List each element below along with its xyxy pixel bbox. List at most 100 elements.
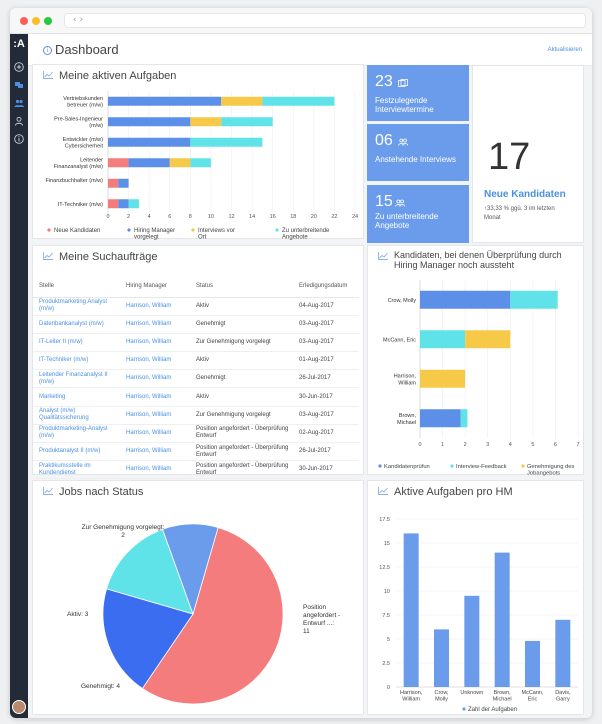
hiring-manager-link[interactable]: Harrison, William xyxy=(120,333,190,353)
table-row[interactable]: Produktmarketing-Analyst (m/w) Harrison, … xyxy=(33,424,359,444)
requisitions-table: Stelle Hiring Manager Status Erledigungs… xyxy=(33,275,359,480)
job-title-link[interactable]: IT-Techniker (m/w) xyxy=(33,351,120,371)
table-row[interactable]: Analyst (m/w) Qualitätssicherung Harrison… xyxy=(33,406,359,425)
legend-marker xyxy=(275,228,279,232)
bar-segment[interactable] xyxy=(108,199,119,209)
hiring-manager-link[interactable]: Harrison, William xyxy=(120,460,190,480)
app-logo: :A xyxy=(13,38,25,50)
table-row[interactable]: Leitender Finanzanalyst II (m/w) Harrison… xyxy=(33,369,359,389)
bar-segment[interactable] xyxy=(128,158,170,168)
bar-segment[interactable] xyxy=(460,409,468,428)
kpi-interview-scheduling[interactable]: 23 Festzulegende Interviewtermine xyxy=(367,65,469,121)
bar[interactable] xyxy=(494,552,510,687)
bar-segment[interactable] xyxy=(420,409,461,428)
legend-label[interactable]: Hiring Manager vorgelegt xyxy=(134,228,175,240)
bar-segment[interactable] xyxy=(169,158,191,168)
table-row[interactable]: Produktmarketing Analyst (m/w) Harrison, … xyxy=(33,297,359,316)
bar-segment[interactable] xyxy=(190,158,211,168)
pie-slice[interactable] xyxy=(102,588,194,689)
bar-segment[interactable] xyxy=(190,117,222,127)
bar-segment[interactable] xyxy=(108,117,191,127)
pie-slice[interactable] xyxy=(141,527,284,705)
person-icon[interactable] xyxy=(14,116,24,126)
user-avatar[interactable] xyxy=(12,700,26,714)
job-title-link[interactable]: Datenbankanalyst (m/w) xyxy=(33,315,120,334)
refresh-link[interactable]: Aktualisieren xyxy=(547,47,582,53)
legend-label[interactable]: Kandidatenprüfun xyxy=(384,464,430,470)
pie-slice[interactable] xyxy=(106,528,194,615)
table-row[interactable]: Produktanalyst II (m/w) Harrison, William… xyxy=(33,442,359,462)
bar-segment[interactable] xyxy=(221,117,273,127)
hiring-manager-link[interactable]: Harrison, William xyxy=(120,369,190,389)
hiring-manager-link[interactable]: Harrison, William xyxy=(120,297,190,316)
add-icon[interactable] xyxy=(14,62,24,72)
bar-segment[interactable] xyxy=(108,96,222,106)
users-icon[interactable] xyxy=(14,98,24,108)
legend-marker xyxy=(127,228,131,232)
bar-segment[interactable] xyxy=(221,96,263,106)
legend-label[interactable]: Zahl der Aufgaben xyxy=(468,707,517,713)
bar[interactable] xyxy=(403,533,419,687)
bar[interactable] xyxy=(464,595,480,687)
bar[interactable] xyxy=(434,629,449,687)
hiring-manager-link[interactable]: Harrison, William xyxy=(120,387,190,407)
bar-segment[interactable] xyxy=(128,199,139,209)
job-title-link[interactable]: Leitender Finanzanalyst II (m/w) xyxy=(33,369,120,389)
bar-segment[interactable] xyxy=(420,290,511,309)
job-title-link[interactable]: Praktikumsstelle im Kundendienst xyxy=(33,460,120,480)
bar-segment[interactable] xyxy=(420,369,466,388)
legend-label[interactable]: Interviews vor Ort xyxy=(198,228,235,240)
table-row[interactable]: Datenbankanalyst (m/w) Harrison, William G… xyxy=(33,315,359,334)
column-header[interactable]: Erledigungsdatum xyxy=(293,275,359,298)
jobs-status-chart: Position angefordert -Entwurf ...: 11 Geneh… xyxy=(67,523,340,705)
job-title-link[interactable]: Analyst (m/w) Qualitätssicherung xyxy=(33,406,120,425)
legend-label[interactable]: Interview-Feedback xyxy=(456,464,507,470)
bar-segment[interactable] xyxy=(118,199,129,209)
bar-segment[interactable] xyxy=(465,330,511,349)
minimize-dot[interactable] xyxy=(32,17,40,25)
legend-label[interactable]: Neue Kandidaten xyxy=(54,228,100,234)
close-dot[interactable] xyxy=(20,17,28,25)
y-category-label: Brown, Michael xyxy=(397,413,416,426)
hiring-manager-link[interactable]: Harrison, William xyxy=(120,406,190,425)
table-row[interactable]: IT-Leiter II (m/w) Harrison, William Zur G… xyxy=(33,333,359,353)
bar-segment[interactable] xyxy=(510,290,558,309)
address-bar[interactable]: ‹ › xyxy=(64,13,586,28)
bar-segment[interactable] xyxy=(190,137,263,147)
cards-icon[interactable] xyxy=(14,80,24,90)
legend-label[interactable]: Genehmigung des Jobangebots xyxy=(527,464,574,476)
bar-segment[interactable] xyxy=(420,330,466,349)
job-title-link[interactable]: Produktanalyst II (m/w) xyxy=(33,442,120,462)
hiring-manager-link[interactable]: Harrison, William xyxy=(120,315,190,334)
legend-label[interactable]: Zu unterbreitende Angebote xyxy=(282,228,330,240)
column-header[interactable]: Hiring Manager xyxy=(120,275,190,298)
kpi-offers-pending[interactable]: 15 Zu unterbreitende Angebote xyxy=(367,185,469,243)
hiring-manager-link[interactable]: Harrison, William xyxy=(120,424,190,444)
nav-arrows-icon[interactable]: ‹ › xyxy=(73,15,84,25)
pie-slice[interactable] xyxy=(162,523,219,616)
job-title-link[interactable]: IT-Leiter II (m/w) xyxy=(33,333,120,353)
maximize-dot[interactable] xyxy=(44,17,52,25)
job-title-link[interactable]: Marketing xyxy=(33,387,120,407)
bar-segment[interactable] xyxy=(118,178,129,188)
table-row[interactable]: Praktikumsstelle im Kundendienst Harrison… xyxy=(33,460,359,480)
status-cell: Position angefordert - Überprüfung Entwu… xyxy=(190,442,293,462)
job-title-link[interactable]: Produktmarketing Analyst (m/w) xyxy=(33,297,120,316)
hiring-manager-link[interactable]: Harrison, William xyxy=(120,442,190,462)
column-header[interactable]: Stelle xyxy=(33,275,120,298)
bar-segment[interactable] xyxy=(108,178,119,188)
bar[interactable] xyxy=(555,619,571,687)
bar-segment[interactable] xyxy=(108,158,129,168)
kpi-upcoming-interviews[interactable]: 06 Anstehende Interviews xyxy=(367,124,469,181)
job-title-link[interactable]: Produktmarketing-Analyst (m/w) xyxy=(33,424,120,444)
bar-segment[interactable] xyxy=(108,137,191,147)
info-icon[interactable] xyxy=(14,134,24,144)
new-candidates-panel[interactable]: 17 Neue Kandidaten ↑33,33 % ggü. 3 im le… xyxy=(472,65,584,243)
hiring-manager-link[interactable]: Harrison, William xyxy=(120,351,190,371)
table-row[interactable]: IT-Techniker (m/w) Harrison, William Aktiv… xyxy=(33,351,359,371)
bar[interactable] xyxy=(525,640,540,687)
bar-segment[interactable] xyxy=(262,96,335,106)
table-row[interactable]: Marketing Harrison, William Aktiv 30-Jun-20… xyxy=(33,387,359,407)
column-header[interactable]: Status xyxy=(190,275,293,298)
